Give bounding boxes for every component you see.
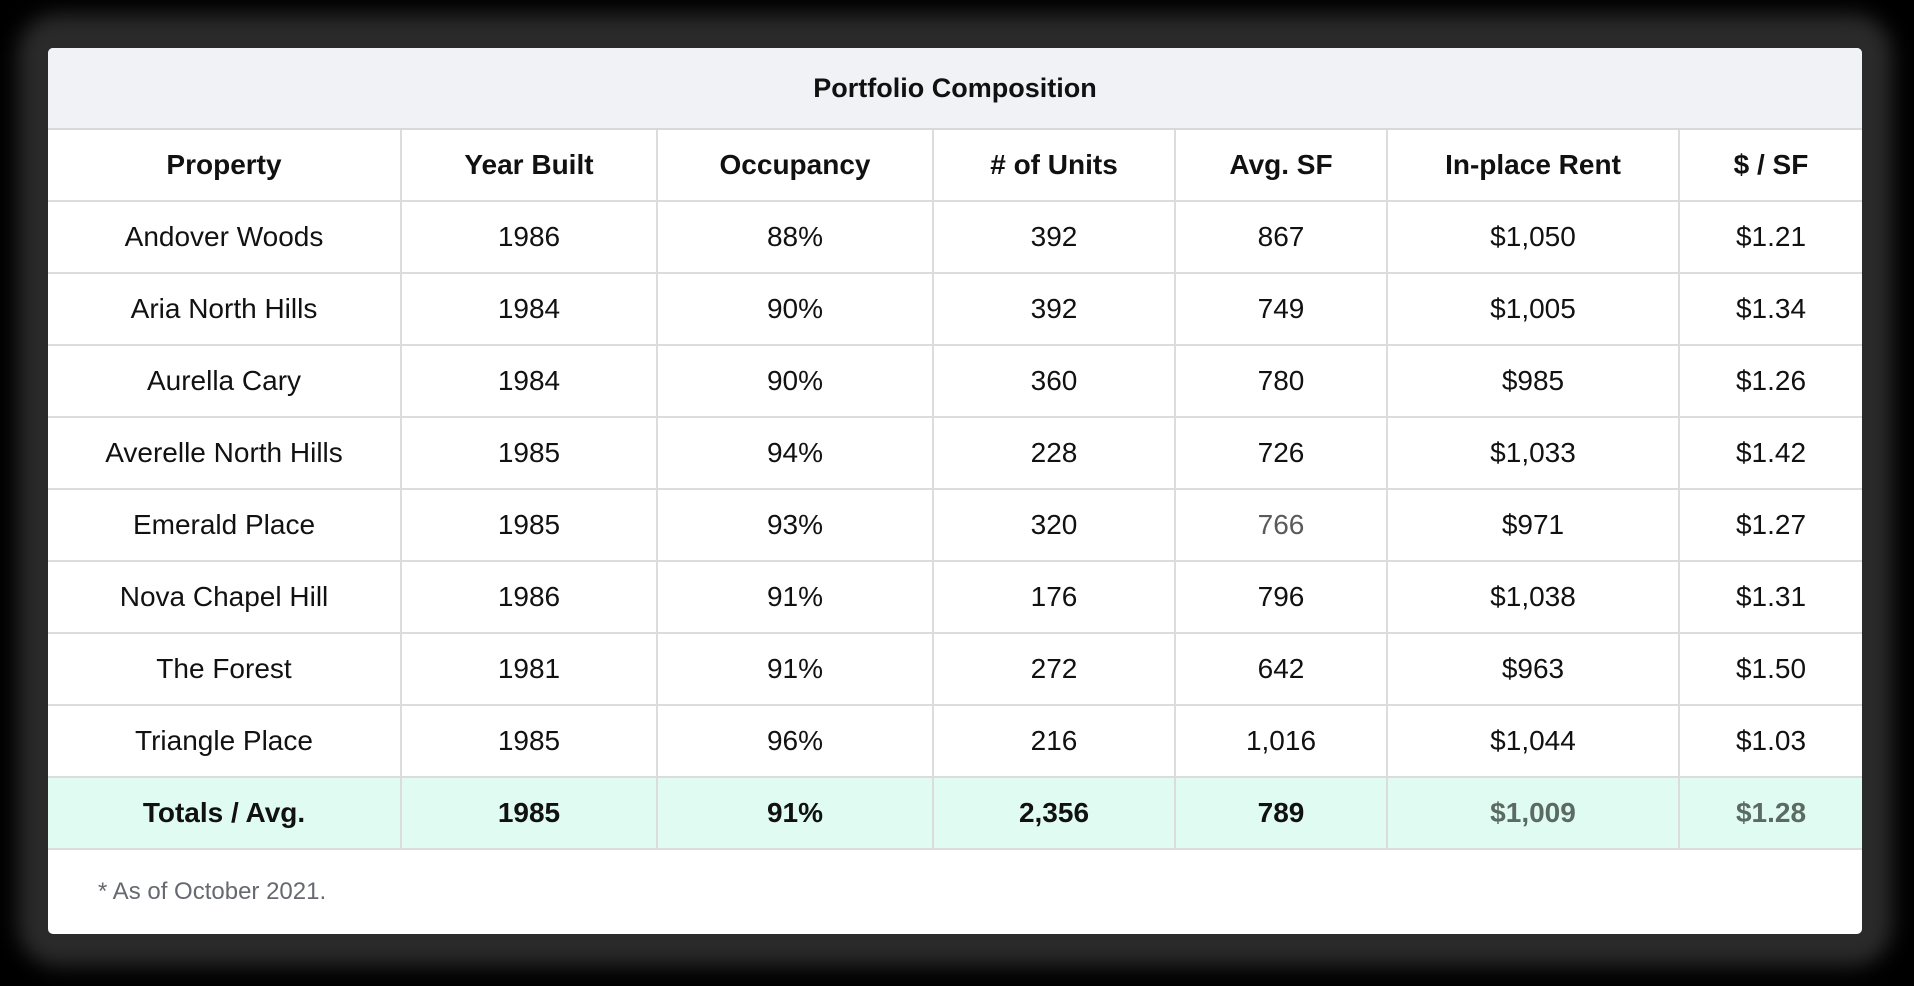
cell-year-built: 1984 [400,272,658,346]
cell-avg-sf: 766 [1174,488,1388,562]
totals-avg-sf: 789 [1174,776,1388,850]
table-row: The Forest 1981 91% 272 642 $963 $1.50 [48,632,1862,706]
cell-per-sf: $1.50 [1678,632,1862,706]
table-row: Emerald Place 1985 93% 320 766 $971 $1.2… [48,488,1862,562]
cell-year-built: 1986 [400,560,658,634]
cell-property: Aria North Hills [48,272,402,346]
cell-units: 320 [932,488,1176,562]
totals-units: 2,356 [932,776,1176,850]
cell-rent: $985 [1386,344,1680,418]
cell-rent: $1,038 [1386,560,1680,634]
cell-occupancy: 91% [656,632,934,706]
cell-property: Triangle Place [48,704,402,778]
cell-per-sf: $1.03 [1678,704,1862,778]
cell-occupancy: 93% [656,488,934,562]
cell-units: 272 [932,632,1176,706]
cell-rent: $1,044 [1386,704,1680,778]
cell-occupancy: 90% [656,272,934,346]
cell-rent: $963 [1386,632,1680,706]
cell-year-built: 1985 [400,704,658,778]
cell-avg-sf: 867 [1174,200,1388,274]
cell-year-built: 1981 [400,632,658,706]
cell-per-sf: $1.26 [1678,344,1862,418]
totals-rent: $1,009 [1386,776,1680,850]
cell-rent: $1,033 [1386,416,1680,490]
col-header-year-built: Year Built [400,130,658,202]
col-header-rent: In-place Rent [1386,130,1680,202]
cell-property: Andover Woods [48,200,402,274]
table-row: Averelle North Hills 1985 94% 228 726 $1… [48,416,1862,490]
cell-units: 360 [932,344,1176,418]
portfolio-table: Property Year Built Occupancy # of Units… [48,130,1862,850]
table-row: Aria North Hills 1984 90% 392 749 $1,005… [48,272,1862,346]
table-row: Triangle Place 1985 96% 216 1,016 $1,044… [48,704,1862,778]
col-header-avg-sf: Avg. SF [1174,130,1388,202]
cell-units: 176 [932,560,1176,634]
cell-property: Emerald Place [48,488,402,562]
header-row: Property Year Built Occupancy # of Units… [48,130,1862,202]
cell-occupancy: 91% [656,560,934,634]
table-row: Aurella Cary 1984 90% 360 780 $985 $1.26 [48,344,1862,418]
cell-avg-sf: 1,016 [1174,704,1388,778]
cell-avg-sf: 726 [1174,416,1388,490]
cell-year-built: 1986 [400,200,658,274]
table-row: Nova Chapel Hill 1986 91% 176 796 $1,038… [48,560,1862,634]
cell-property: Aurella Cary [48,344,402,418]
totals-year-built: 1985 [400,776,658,850]
col-header-property: Property [48,130,402,202]
cell-occupancy: 90% [656,344,934,418]
cell-per-sf: $1.34 [1678,272,1862,346]
cell-rent: $1,050 [1386,200,1680,274]
cell-per-sf: $1.42 [1678,416,1862,490]
totals-occupancy: 91% [656,776,934,850]
cell-avg-sf: 780 [1174,344,1388,418]
cell-per-sf: $1.31 [1678,560,1862,634]
cell-property: Averelle North Hills [48,416,402,490]
cell-units: 392 [932,272,1176,346]
cell-occupancy: 96% [656,704,934,778]
cell-avg-sf: 642 [1174,632,1388,706]
col-header-units: # of Units [932,130,1176,202]
cell-per-sf: $1.21 [1678,200,1862,274]
cell-property: Nova Chapel Hill [48,560,402,634]
totals-per-sf: $1.28 [1678,776,1862,850]
col-header-occupancy: Occupancy [656,130,934,202]
cell-avg-sf: 749 [1174,272,1388,346]
cell-year-built: 1984 [400,344,658,418]
cell-units: 216 [932,704,1176,778]
cell-units: 228 [932,416,1176,490]
col-header-per-sf: $ / SF [1678,130,1862,202]
footnote: * As of October 2021. [98,878,327,905]
cell-year-built: 1985 [400,416,658,490]
cell-rent: $971 [1386,488,1680,562]
cell-year-built: 1985 [400,488,658,562]
cell-occupancy: 94% [656,416,934,490]
totals-row: Totals / Avg. 1985 91% 2,356 789 $1,009 … [48,776,1862,850]
cell-per-sf: $1.27 [1678,488,1862,562]
totals-label: Totals / Avg. [48,776,402,850]
portfolio-table-card: Portfolio Composition Property Year Buil… [48,48,1862,934]
cell-avg-sf: 796 [1174,560,1388,634]
cell-property: The Forest [48,632,402,706]
table-row: Andover Woods 1986 88% 392 867 $1,050 $1… [48,200,1862,274]
table-title: Portfolio Composition [48,48,1862,130]
cell-units: 392 [932,200,1176,274]
cell-rent: $1,005 [1386,272,1680,346]
cell-occupancy: 88% [656,200,934,274]
